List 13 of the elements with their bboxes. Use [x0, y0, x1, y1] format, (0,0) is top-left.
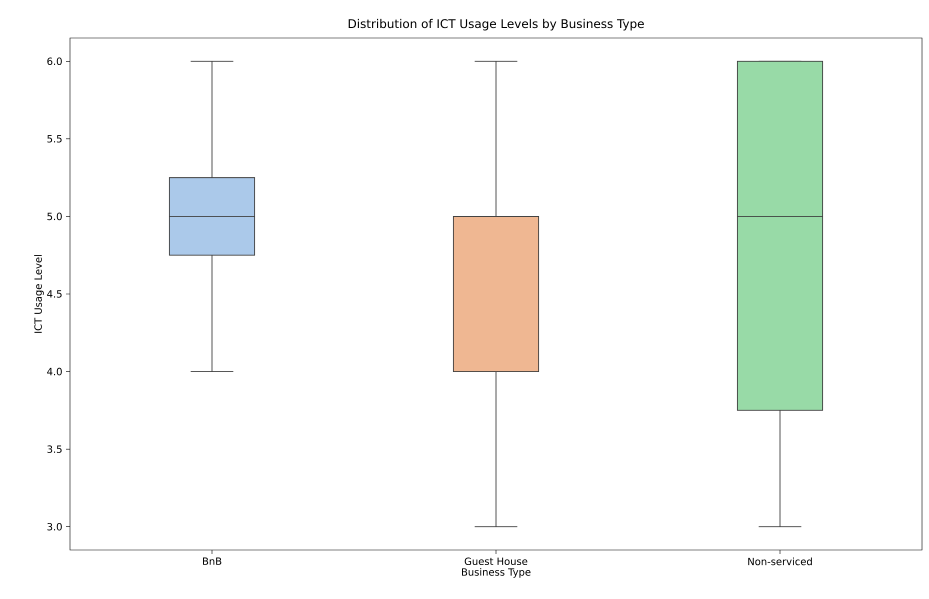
y-tick-label: 5.5 — [47, 135, 62, 143]
y-tick-label: 4.5 — [47, 290, 62, 298]
x-tick-label: BnB — [202, 558, 222, 565]
y-tick-label: 3.0 — [47, 522, 62, 530]
y-axis-title: ICT Usage Level — [34, 255, 44, 333]
x-tick-label: Non-serviced — [748, 558, 812, 566]
chart-title: Distribution of ICT Usage Levels by Business Type — [348, 18, 644, 30]
x-tick-label: Guest House — [464, 558, 528, 566]
y-tick-label: 4.0 — [47, 368, 62, 376]
x-axis-title: Business Type — [462, 568, 530, 578]
y-tick-label: 6.0 — [47, 57, 62, 66]
y-tick-label: 3.5 — [47, 445, 62, 453]
y-tick-label: 5.0 — [47, 212, 62, 220]
